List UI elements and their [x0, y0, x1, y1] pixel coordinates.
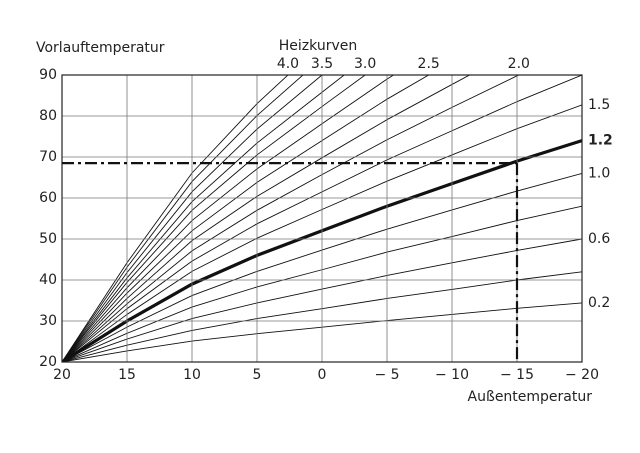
y-tick-label: 70	[39, 149, 57, 165]
legend-title: Heizkurven	[279, 38, 357, 54]
curve-label: 3.0	[354, 56, 376, 72]
y-axis-label: Vorlauftemperatur	[36, 40, 165, 56]
x-tick-label: 20	[53, 367, 71, 383]
heating-curve	[62, 75, 345, 362]
curve-label: 0.2	[588, 295, 610, 311]
x-tick-label: 15	[118, 367, 136, 383]
y-tick-label: 20	[39, 354, 57, 370]
plot-frame	[61, 74, 583, 363]
y-tick-label: 40	[39, 272, 57, 288]
curve-label: 1.5	[588, 97, 610, 113]
y-tick-label: 90	[39, 67, 57, 83]
y-tick-label: 60	[39, 190, 57, 206]
x-tick-label: − 15	[500, 367, 534, 383]
x-tick-label: − 5	[374, 367, 399, 383]
curve-label: 2.5	[418, 56, 440, 72]
y-tick-label: 80	[39, 108, 57, 124]
x-tick-label: 5	[253, 367, 262, 383]
x-axis-label: Außentemperatur	[468, 389, 593, 405]
heating-curve	[62, 75, 366, 362]
curve-label: 0.6	[588, 231, 610, 247]
x-tick-label: 0	[318, 367, 327, 383]
curve-label: 2.0	[508, 56, 530, 72]
y-tick-label: 50	[39, 231, 57, 247]
x-tick-label: 10	[183, 367, 201, 383]
x-tick-label: − 10	[435, 367, 469, 383]
y-tick-label: 30	[39, 313, 57, 329]
curve-label: 1.0	[588, 165, 610, 181]
x-tick-label: − 20	[565, 367, 599, 383]
curve-label: 1.2	[588, 133, 613, 149]
curve-label: 3.5	[311, 56, 333, 72]
curve-label: 4.0	[277, 56, 299, 72]
heating-curve	[62, 75, 471, 362]
